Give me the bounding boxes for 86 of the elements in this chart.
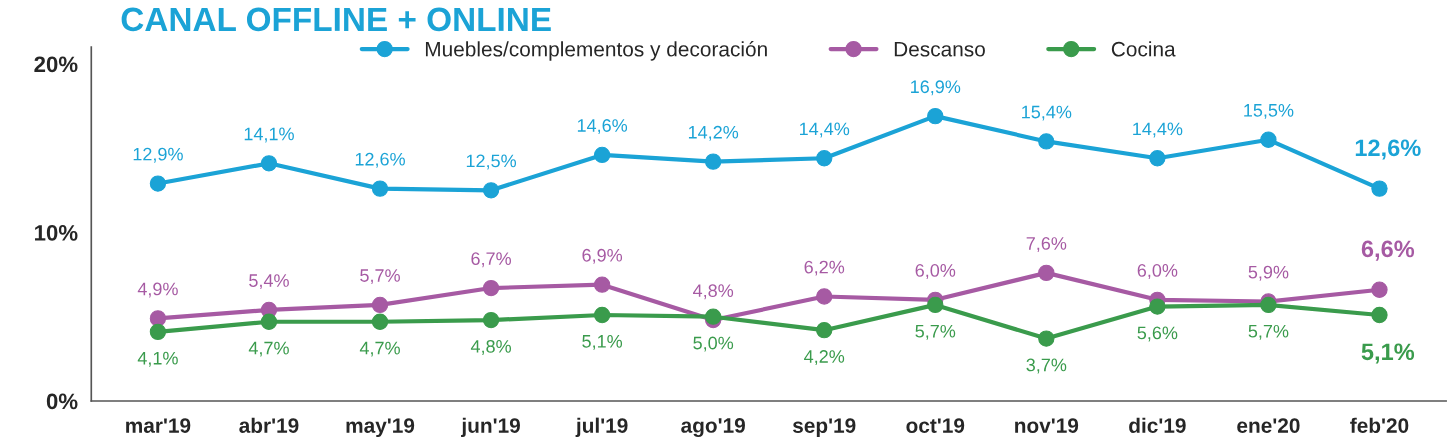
data-label: 5,7% [360, 269, 400, 285]
data-label: 6,9% [582, 248, 623, 264]
point [593, 276, 611, 293]
data-label: 5,7% [1248, 324, 1289, 340]
point [705, 153, 722, 170]
y-tick-label: 20% [34, 56, 78, 73]
x-tick-label: ene'20 [1237, 418, 1300, 433]
data-label: 4,1% [137, 351, 178, 367]
data-label: 7,6% [1026, 237, 1067, 252]
point [927, 296, 944, 314]
data-label: 4,9% [137, 282, 178, 298]
legend-label: Cocina [1111, 41, 1176, 57]
point [1149, 298, 1166, 315]
point [149, 175, 167, 192]
data-label: 15,4% [1022, 105, 1072, 121]
data-label: 14,4% [800, 122, 850, 138]
point [1038, 330, 1055, 347]
point [1038, 133, 1055, 150]
point [149, 310, 167, 327]
point [1260, 296, 1277, 314]
point [1260, 131, 1277, 148]
point [816, 288, 833, 305]
data-label: 4,8% [693, 284, 734, 300]
point [1371, 306, 1388, 324]
point [1371, 281, 1388, 298]
data-label: 16,9% [911, 80, 961, 96]
data-label: 14,2% [688, 125, 739, 141]
chart-title: CANAL OFFLINE + ONLINE [121, 7, 551, 32]
x-tick-label: may'19 [346, 418, 415, 438]
legend-label: Muebles/complementos y decoración [425, 41, 767, 61]
point [1371, 180, 1388, 197]
data-label: 6,0% [1137, 264, 1178, 279]
point [482, 311, 500, 329]
x-tick-label: ago'19 [681, 418, 745, 438]
point [593, 306, 611, 324]
point [593, 146, 611, 164]
point [260, 155, 278, 172]
data-label: 5,4% [249, 274, 289, 290]
data-label: 5,6% [1137, 326, 1178, 342]
data-label: 4,2% [804, 350, 845, 366]
data-label: 14,4% [1133, 122, 1183, 138]
data-label: 6,0% [915, 264, 956, 279]
data-label: 5,1% [1361, 343, 1415, 364]
data-label: 14,1% [244, 127, 294, 143]
point [1038, 264, 1055, 282]
data-label: 4,8% [470, 339, 511, 355]
point [705, 308, 722, 325]
data-label: 6,2% [804, 260, 845, 276]
x-tick-label: jun'19 [461, 417, 520, 438]
point [927, 107, 944, 125]
data-label: 5,0% [693, 336, 734, 352]
x-tick-label: mar'19 [126, 418, 191, 433]
y-tick-label: 0% [46, 393, 78, 410]
data-label: 12,6% [1355, 139, 1421, 160]
point [482, 182, 500, 199]
point [371, 296, 389, 314]
data-label: 4,7% [248, 341, 289, 357]
x-tick-label: jul'19 [575, 417, 628, 438]
x-tick-label: dic'19 [1129, 417, 1186, 433]
x-tick-label: abr'19 [239, 417, 299, 433]
point [371, 313, 389, 330]
data-label: 4,7% [359, 341, 400, 357]
legend-label: Descanso [894, 42, 985, 57]
point [816, 322, 833, 339]
point [260, 313, 278, 330]
point [1149, 150, 1166, 167]
data-label: 5,1% [582, 335, 623, 350]
x-tick-label: oct'19 [906, 418, 965, 433]
data-label: 5,7% [915, 324, 956, 340]
point [371, 180, 389, 197]
data-label: 14,6% [577, 119, 628, 135]
point [816, 150, 833, 167]
y-tick-label: 10% [35, 224, 78, 241]
point [482, 279, 500, 297]
data-label: 3,7% [1026, 358, 1067, 374]
data-label: 6,7% [471, 252, 511, 268]
data-label: 12,9% [133, 147, 183, 163]
data-label: 12,6% [355, 152, 405, 168]
x-tick-label: sep'19 [792, 418, 856, 438]
x-tick-label: feb'20 [1350, 417, 1409, 433]
data-label: 5,9% [1248, 265, 1289, 281]
data-label: 12,5% [466, 154, 517, 170]
data-label: 15,5% [1244, 104, 1294, 119]
point [149, 323, 167, 341]
x-tick-label: nov'19 [1015, 418, 1079, 433]
data-label: 6,6% [1361, 240, 1415, 261]
